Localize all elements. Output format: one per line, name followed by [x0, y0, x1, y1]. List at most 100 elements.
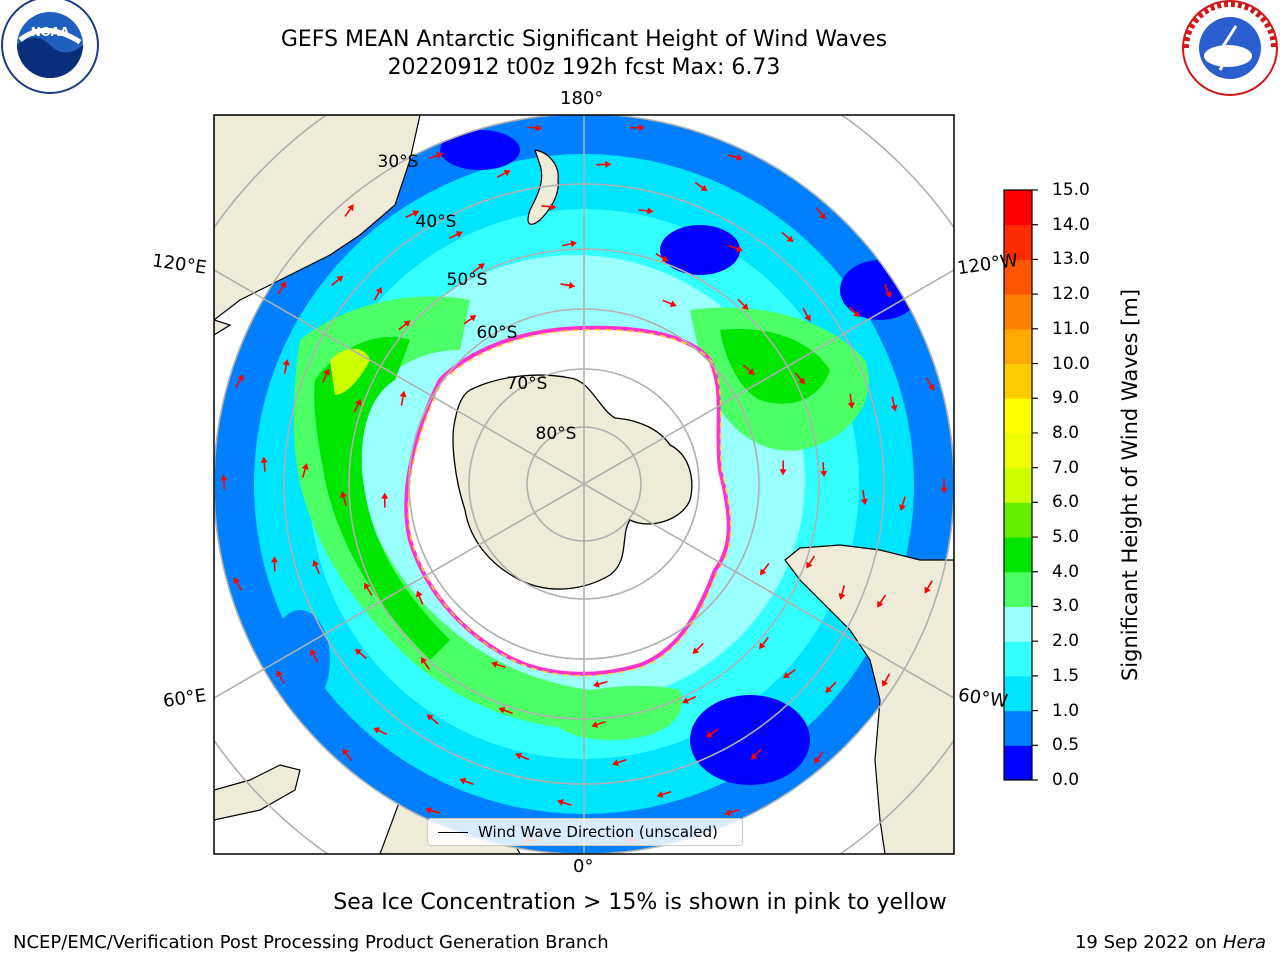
- colorbar-tick-label: 10.0: [1052, 353, 1090, 374]
- colorbar-tick-label: 12.0: [1052, 284, 1090, 305]
- wave-arrow-head: [700, 184, 708, 192]
- wave-arrow-head: [403, 320, 411, 327]
- wave-arrow-head: [279, 281, 287, 289]
- sea-ice-caption: Sea Ice Concentration > 15% is shown in …: [333, 890, 947, 915]
- wave-arrow-head: [928, 383, 935, 391]
- colorbar-segment: [1004, 432, 1032, 469]
- colorbar-tick-label: 0.5: [1052, 735, 1080, 756]
- colorbar-segment: [1004, 398, 1032, 434]
- wave-arrow-head: [804, 314, 811, 322]
- wave-arrow-head: [882, 679, 889, 687]
- wave-arrow-head: [276, 670, 283, 678]
- colorbar-tick-label: 0.0: [1052, 770, 1080, 790]
- wave-arrow-head: [220, 474, 228, 481]
- colorbar-tick-label: 1.5: [1052, 665, 1080, 686]
- footer-branch: NCEP/EMC/Verification Post Processing Pr…: [13, 932, 609, 953]
- wave-arrow-head: [820, 470, 828, 478]
- wave-arrow-head: [420, 657, 428, 665]
- colorbar-tick-label: 6.0: [1052, 492, 1080, 513]
- wave-arrow-head: [416, 590, 423, 598]
- colorbar-segment: [1004, 328, 1032, 365]
- wave-arrow-head: [656, 791, 664, 798]
- wave-arrow-head: [890, 404, 898, 412]
- wave-arrow-head: [669, 300, 677, 307]
- wave-arrow-head: [736, 153, 743, 161]
- colorbar-segment: [1004, 641, 1032, 677]
- wave-arrow-head: [825, 686, 832, 693]
- wave-arrow-head: [692, 647, 700, 655]
- noaa-logo: NOAA: [1, 0, 99, 94]
- wave-arrow-head: [591, 721, 599, 728]
- wave-arrow-head: [535, 124, 543, 132]
- footer-date: 19 Sep 2022 on Hera: [1075, 932, 1266, 953]
- wave-arrow-head: [885, 291, 892, 298]
- lat-label-60s: 60°S: [476, 323, 518, 343]
- wave-arrow-head: [847, 402, 855, 409]
- wave-arrow-head: [282, 358, 290, 366]
- colorbar-tick-label: 14.0: [1052, 214, 1090, 235]
- footer-date-text: 19 Sep 2022 on: [1074, 932, 1218, 953]
- colorbar-tick-label: 7.0: [1052, 457, 1080, 478]
- lat-label-80s: 80°S: [535, 424, 577, 444]
- wave-arrow-head: [786, 235, 794, 243]
- wave-arrow-head: [661, 255, 669, 262]
- wave-arrow-head: [705, 731, 713, 738]
- colorbar-segment: [1004, 294, 1032, 330]
- legend-label: Wind Wave Direction (unscaled): [478, 823, 718, 841]
- colorbar-tick-label: 9.0: [1052, 388, 1080, 409]
- wave-arrow-head: [270, 556, 278, 563]
- lat-label-70s: 70°S: [506, 374, 548, 394]
- wave-arrow-head: [940, 487, 948, 494]
- wave-arrow-head: [323, 368, 330, 376]
- wave-arrow-head: [477, 263, 485, 270]
- wave-arrow-head: [260, 456, 268, 463]
- wave-arrow-head: [759, 642, 766, 650]
- wave-arrow-head: [491, 661, 498, 668]
- nws-logo: [1182, 0, 1278, 96]
- wave-arrow-head: [759, 568, 767, 576]
- wave-arrow-head: [570, 240, 577, 248]
- wave-arrow-head: [412, 210, 420, 217]
- wave-arrow-head: [838, 593, 846, 600]
- wave-arrow-head: [498, 706, 506, 714]
- graticule: [214, 115, 954, 854]
- wave-arrow-head: [605, 160, 612, 168]
- chart-title: GEFS MEAN Antarctic Significant Height o…: [280, 27, 888, 52]
- colorbar-segment: [1004, 467, 1032, 503]
- wave-arrow-head: [899, 504, 906, 511]
- wave-arrow-head: [806, 561, 813, 569]
- wave-arrow-head: [310, 648, 317, 656]
- colorbar-tick-label: 13.0: [1052, 249, 1090, 270]
- wave-arrow-head: [355, 398, 362, 406]
- colorbar-segment: [1004, 606, 1032, 642]
- colorbar-tick-label: 5.0: [1052, 527, 1080, 548]
- wave-arrow-head: [233, 577, 240, 585]
- colorbar-label: Significant Height of Wind Waves [m]: [1118, 288, 1142, 682]
- colorbar-tick-label: 11.0: [1052, 318, 1090, 339]
- wave-arrow-head: [426, 714, 434, 721]
- lat-label-50s: 50°S: [446, 270, 488, 290]
- wave-arrow-head: [747, 368, 755, 375]
- wave-arrow-head: [459, 777, 467, 785]
- wave-arrow-head: [814, 756, 821, 764]
- lon-label-180: 180°: [560, 88, 604, 109]
- colorbar-segment: [1004, 259, 1032, 295]
- wave-arrow-head: [724, 809, 732, 816]
- colorbar-segment: [1004, 224, 1032, 260]
- wave-arrow-head: [381, 492, 389, 499]
- wave-arrow-head: [593, 680, 600, 688]
- wave-arrow-head: [373, 727, 381, 734]
- wave-arrow-head: [550, 203, 557, 211]
- wave-arrow-head: [736, 245, 743, 253]
- wave-arrow-head: [342, 748, 349, 756]
- wave-arrow-head: [436, 152, 444, 159]
- wave-arrow-head: [469, 314, 477, 322]
- wave-arrow-head: [853, 310, 860, 318]
- lat-label-40s: 40°S: [415, 212, 457, 232]
- colorbar-segment: [1004, 502, 1032, 538]
- wave-arrow-head: [798, 377, 806, 385]
- chart-subtitle: 20220912 t00z 192h fcst Max: 6.73: [387, 55, 781, 80]
- colorbar-tick-label: 2.0: [1052, 631, 1080, 652]
- wave-arrow-head: [503, 169, 511, 177]
